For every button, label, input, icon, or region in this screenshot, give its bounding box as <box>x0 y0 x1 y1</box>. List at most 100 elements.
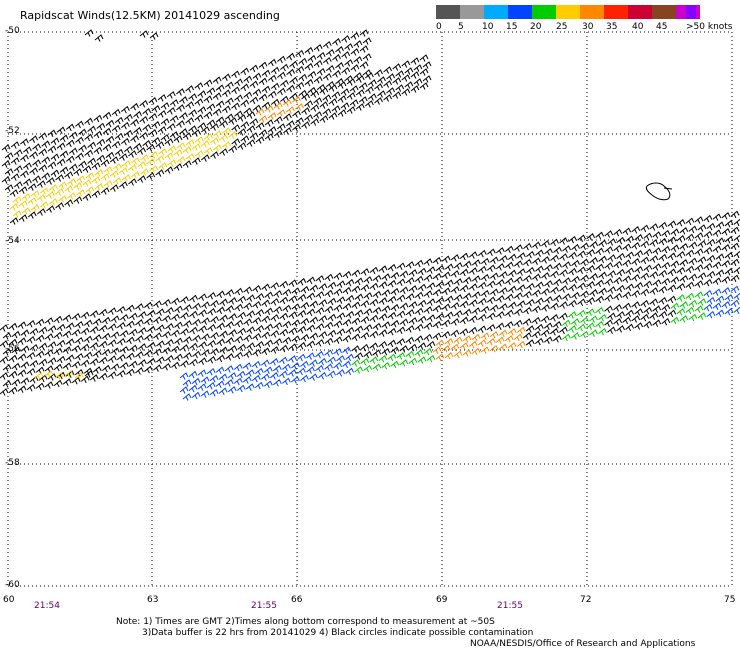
wind-barb <box>462 276 472 285</box>
wind-barb <box>595 247 605 256</box>
wind-barb <box>523 306 532 315</box>
wind-barb <box>730 242 740 251</box>
wind-barb <box>360 343 370 352</box>
wind-barb <box>137 147 147 155</box>
wind-barb <box>11 362 21 371</box>
wind-barb <box>144 333 153 342</box>
wind-barb <box>313 43 323 52</box>
note-credit: NOAA/NESDIS/Office of Research and Appli… <box>470 639 696 649</box>
wind-barb <box>306 352 315 360</box>
wind-barb <box>140 168 150 176</box>
wind-barb <box>164 166 174 174</box>
wind-barb <box>342 346 352 355</box>
wind-barb <box>101 364 111 373</box>
wind-barb <box>422 75 432 83</box>
wind-barb <box>489 272 499 280</box>
wind-barb <box>571 291 580 300</box>
wind-barb <box>622 316 632 325</box>
wind-barb <box>349 99 359 107</box>
wind-barb <box>625 309 635 318</box>
wind-barb <box>71 344 81 353</box>
wind-barb <box>37 180 46 188</box>
wind-barb <box>188 370 198 379</box>
wind-barb <box>240 135 250 143</box>
wind-barb <box>346 78 356 86</box>
legend-swatch <box>556 5 580 19</box>
wind-barb <box>258 129 268 137</box>
wind-barb <box>368 79 377 87</box>
wind-barb <box>137 175 147 183</box>
wind-barb <box>516 326 526 335</box>
wind-barb <box>413 64 423 72</box>
wind-barb <box>144 365 153 374</box>
wind-barb <box>165 306 174 315</box>
legend-swatch <box>532 5 556 19</box>
wind-barb <box>222 141 232 149</box>
wind-barb <box>231 86 240 95</box>
wind-barb <box>112 177 122 185</box>
wind-barb <box>64 370 74 378</box>
wind-barb <box>444 279 454 288</box>
wind-barb <box>246 310 256 318</box>
wind-barb <box>185 139 195 147</box>
wind-barb <box>162 362 171 371</box>
wind-barb <box>404 67 414 75</box>
wind-barb <box>55 174 65 182</box>
wind-barb <box>126 368 135 377</box>
wind-barb <box>408 343 418 352</box>
wind-barb <box>363 292 373 300</box>
wind-barb <box>331 105 341 113</box>
wind-barb <box>62 330 72 338</box>
lat-label: -50 <box>5 26 20 36</box>
wind-barb <box>84 370 94 378</box>
wind-barb <box>10 157 20 165</box>
wind-barb <box>243 75 253 84</box>
island-outline <box>645 182 673 201</box>
wind-barb <box>553 262 562 271</box>
wind-barb <box>631 274 641 282</box>
wind-barb <box>174 321 183 330</box>
wind-barb <box>245 383 255 391</box>
wind-barb <box>607 238 617 246</box>
wind-barb <box>84 149 94 158</box>
wind-barb <box>198 357 207 365</box>
wind-barb <box>169 99 179 107</box>
wind-barb <box>315 291 325 299</box>
wind-barb <box>392 63 402 71</box>
wind-barb <box>279 328 289 337</box>
wind-barb <box>176 104 185 112</box>
wind-barb <box>604 294 614 302</box>
wind-barb <box>550 254 559 263</box>
wind-barb <box>508 269 517 278</box>
wind-barb <box>658 285 668 294</box>
wind-barb <box>395 84 405 92</box>
wind-barb <box>652 247 662 255</box>
wind-barb <box>318 299 328 307</box>
legend-label-25: 25 <box>556 22 568 32</box>
wind-barb <box>496 311 505 319</box>
wind-barb <box>20 154 29 162</box>
wind-barb <box>685 292 695 301</box>
wind-barb <box>721 244 731 252</box>
wind-barb <box>133 110 142 119</box>
wind-barb <box>396 310 406 319</box>
wind-barb <box>270 372 279 380</box>
wind-barb <box>306 324 316 333</box>
wind-barb <box>197 369 207 377</box>
wind-barb <box>661 277 671 286</box>
wind-barb <box>105 151 115 160</box>
wind-barb <box>119 153 128 161</box>
wind-barb <box>471 307 481 315</box>
wind-barb <box>53 315 63 324</box>
wind-barb <box>103 180 113 188</box>
wind-barb <box>525 325 535 333</box>
wind-barb <box>0 388 9 396</box>
wind-barb <box>0 324 9 332</box>
wind-barb <box>82 179 92 187</box>
wind-barb <box>640 272 650 281</box>
wind-barb <box>157 94 167 102</box>
wind-barb <box>336 312 346 320</box>
wind-barb <box>598 271 608 280</box>
wind-barb <box>408 269 418 277</box>
wind-barb <box>598 313 607 322</box>
